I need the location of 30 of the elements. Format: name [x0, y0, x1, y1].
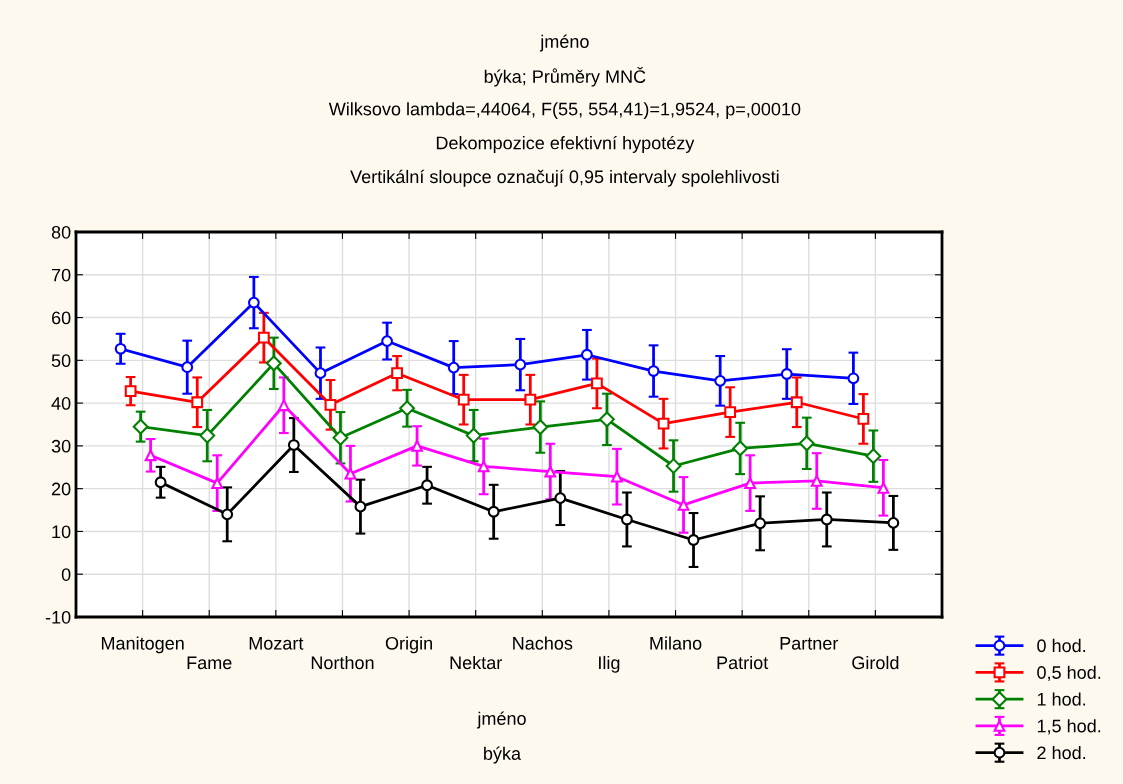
legend-label: 0 hod.: [1037, 638, 1086, 653]
x-tick-label: Partner: [780, 637, 839, 650]
y-tick-label: 80: [51, 225, 71, 239]
y-tick-label: -10: [45, 610, 71, 624]
chart-subtitle: Wilksovo lambda=,44064, F(55, 554,41)=1,9524, p=,00010 Dekompozice efektivní hypotézy Vertikální sloupce označují 0,95 intervaly spolehlivosti: [328, 102, 801, 187]
y-tick-label: 20: [51, 482, 71, 496]
y-tick-label: 10: [52, 525, 71, 539]
x-axis-title: jméno býka: [476, 711, 526, 764]
x-tick-label: Girold: [852, 655, 899, 670]
x-tick-label: Manitogen: [101, 636, 184, 654]
x-tick-label: Origin: [385, 636, 432, 654]
y-tick-label: 50: [51, 354, 71, 368]
y-tick-label: 0: [61, 568, 71, 581]
x-tick-label: Ilig: [599, 655, 620, 673]
y-tick-label: 70: [51, 268, 71, 282]
x-tick-label: Mozart: [249, 637, 304, 650]
x-tick-label: Patriot: [717, 655, 769, 670]
y-tick-label: 60: [51, 311, 71, 325]
chart-title: jméno býka; Průměry MNČ: [484, 34, 646, 87]
x-tick-label: Northon: [311, 655, 374, 670]
x-tick-label: Nachos: [513, 636, 573, 650]
y-tick-label: 40: [51, 397, 71, 410]
legend-label: 0,5 hod.: [1037, 665, 1101, 682]
legend-label: 1,5 hod.: [1037, 719, 1101, 735]
x-tick-label: Fame: [187, 656, 232, 670]
x-tick-label: Nektar: [450, 655, 502, 670]
legend-label: 1 hod.: [1037, 692, 1086, 706]
legend-label: 2 hod.: [1037, 745, 1086, 760]
x-tick-label: Milano: [650, 636, 702, 650]
y-tick-label: 30: [51, 439, 71, 453]
